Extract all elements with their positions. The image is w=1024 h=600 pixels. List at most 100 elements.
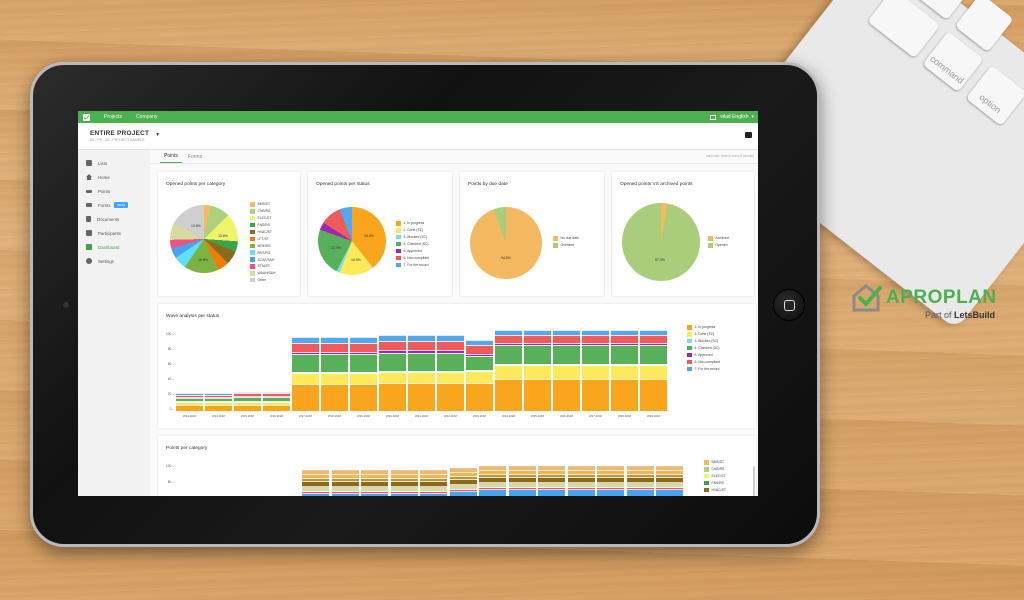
sidebar-item-participants[interactable]: Participants [78, 226, 150, 240]
bar-W28-2018[interactable]: W28-2018 [611, 330, 638, 418]
category-bar[interactable] [331, 470, 359, 496]
bar-W17-2018[interactable]: W17-2018 [292, 336, 319, 418]
legend-item[interactable]: Archived [708, 235, 729, 242]
bar-W19-2018[interactable]: W19-2018 [350, 336, 377, 418]
inbox-icon[interactable] [710, 114, 717, 120]
chart-card-status: Opened points per status 39.4% 16.5% 22.… [308, 172, 452, 296]
sidebar-item-documents[interactable]: Documents [78, 212, 150, 226]
legend-item[interactable]: 1. In progress [687, 324, 720, 331]
category-bar[interactable] [656, 466, 683, 496]
bar-W29-2018[interactable]: W29-2018 [640, 330, 667, 418]
sidebar-item-settings[interactable]: Settings [78, 254, 150, 268]
bar-W25-2018[interactable]: W25-2018 [524, 330, 551, 418]
home-button[interactable] [773, 289, 805, 321]
category-bar[interactable] [449, 468, 477, 496]
project-dropdown-icon[interactable]: ▼ [155, 131, 161, 138]
legend-item[interactable]: MRE/RS [250, 242, 275, 249]
legend-item[interactable]: 2. Done (SC) [396, 227, 429, 234]
bar-W20-2018[interactable]: W20-2018 [379, 335, 406, 418]
y-tick: 0 – [169, 407, 174, 411]
legend-item[interactable]: 3. Blocked (SC) [396, 234, 429, 241]
legend-item[interactable]: CNS/RS [250, 208, 275, 215]
bar-W16-2018[interactable]: W16-2018 [263, 391, 290, 418]
legend-item[interactable]: WAAH/S&H [250, 270, 275, 277]
sidebar-item-home[interactable]: Home [78, 170, 150, 184]
brand-tagline: Part of LetsBuild [925, 310, 996, 320]
bar-W26-2018[interactable]: W26-2018 [553, 330, 580, 418]
legend-item[interactable]: 3. Blocked (SC) [687, 338, 720, 345]
legend-item[interactable]: 7. For the record [687, 365, 720, 372]
legend-item[interactable]: 4. Checked (SC) [687, 345, 720, 352]
category-bar[interactable] [538, 466, 565, 496]
bar-W22-2018[interactable]: W22-2018 [437, 335, 464, 418]
top-navbar: Projects Company wlad English ▾ [78, 111, 758, 123]
legend-item[interactable]: ELEC/ST [250, 215, 275, 222]
pie-label: 13.6% [218, 234, 228, 238]
tab-forms[interactable]: Forms [187, 154, 203, 160]
category-bar[interactable] [302, 470, 329, 496]
app-logo-icon[interactable] [83, 113, 90, 121]
legend-item[interactable]: 5. Approved [687, 352, 720, 359]
pie-chart-due-date[interactable] [470, 207, 542, 279]
legend-item[interactable]: 7. For the record [396, 261, 429, 268]
user-menu[interactable]: wlad English ▾ [710, 114, 758, 120]
legend-item[interactable]: BMS/ST [704, 459, 726, 466]
print-icon[interactable] [745, 132, 752, 138]
legend-item[interactable]: Opened [708, 242, 729, 249]
sidebar-item-lists[interactable]: Lists [78, 156, 150, 170]
sidebar-item-points[interactable]: Points [78, 184, 150, 198]
bar-W24-2018[interactable]: W24-2018 [495, 330, 522, 418]
bar-W14-2018[interactable]: W14-2018 [205, 393, 232, 418]
scrollbar[interactable] [753, 466, 755, 496]
nav-projects[interactable]: Projects [104, 114, 123, 120]
category-bar[interactable] [361, 470, 388, 496]
category-bar[interactable] [390, 470, 418, 496]
chart-legend: BMS/ST CNS/RS ELEC/ST FNS/RS HVAC/ST LFT… [250, 201, 275, 284]
tab-bar: Points Forms automatic refresh every 5 m… [150, 150, 758, 164]
bar-W13-2018[interactable]: W13-2018 [176, 393, 203, 418]
legend-item[interactable]: STM/ST [250, 263, 275, 270]
category-bar[interactable] [597, 466, 624, 496]
pie-label: 22.9% [331, 246, 341, 250]
beta-badge: BETA [114, 202, 129, 208]
pie-chart-archived[interactable] [622, 203, 700, 281]
legend-item[interactable]: 2. Done (SC) [687, 331, 720, 338]
legend-item[interactable]: FNS/RS [704, 480, 726, 487]
category-bar[interactable] [508, 466, 536, 496]
legend-item[interactable]: No due date [553, 235, 579, 242]
sidebar-item-dashboard[interactable]: Dashboard [78, 240, 150, 254]
sidebar-item-forms[interactable]: Forms BETA [78, 198, 150, 212]
bar-W18-2018[interactable]: W18-2018 [321, 336, 348, 418]
legend-item[interactable]: HVAC/ST [250, 229, 275, 236]
legend-item[interactable]: 6. Non compliant [396, 254, 429, 261]
category-bar[interactable] [479, 466, 506, 496]
legend-item[interactable]: FNS/RS [250, 222, 275, 229]
bar-W21-2018[interactable]: W21-2018 [408, 335, 435, 418]
legend-item[interactable]: BMS/ST [250, 201, 275, 208]
bar-W23-2018[interactable]: W23-2018 [466, 339, 493, 418]
project-header: ENTIRE PROJECT 02 - PS - 02 - PROJECT SA… [78, 123, 758, 150]
chart-legend: Archived Opened [708, 235, 729, 249]
legend-item[interactable]: Other [250, 277, 275, 284]
legend-item[interactable]: 1. In progress [396, 220, 429, 227]
category-bar[interactable] [420, 470, 447, 496]
legend-item[interactable]: ELEC/ST [704, 473, 726, 480]
legend-item[interactable]: 5. Approved [396, 248, 429, 255]
pie-chart-status[interactable] [318, 207, 386, 275]
legend-item[interactable]: 4. Checked (SC) [396, 241, 429, 248]
legend-item[interactable]: LFT/ST [250, 235, 275, 242]
legend-item[interactable]: CNS/RS [704, 466, 726, 473]
bar-W27-2018[interactable]: W27-2018 [582, 330, 609, 418]
project-selector[interactable]: ENTIRE PROJECT 02 - PS - 02 - PROJECT SA… [90, 130, 149, 142]
legend-item[interactable]: Overtime [553, 242, 579, 249]
category-bar[interactable] [626, 466, 654, 496]
legend-item[interactable]: SCAF/S&H [250, 256, 275, 263]
tab-points[interactable]: Points [160, 153, 182, 163]
legend-item[interactable]: 6. Non compliant [687, 358, 720, 365]
legend-item[interactable]: RNT/RS [250, 249, 275, 256]
nav-company[interactable]: Company [136, 114, 158, 120]
pie-chart-category[interactable] [170, 205, 238, 273]
category-bar[interactable] [567, 466, 595, 496]
bar-W15-2018[interactable]: W15-2018 [234, 391, 261, 418]
legend-item[interactable]: HVAC/ST [704, 487, 726, 494]
